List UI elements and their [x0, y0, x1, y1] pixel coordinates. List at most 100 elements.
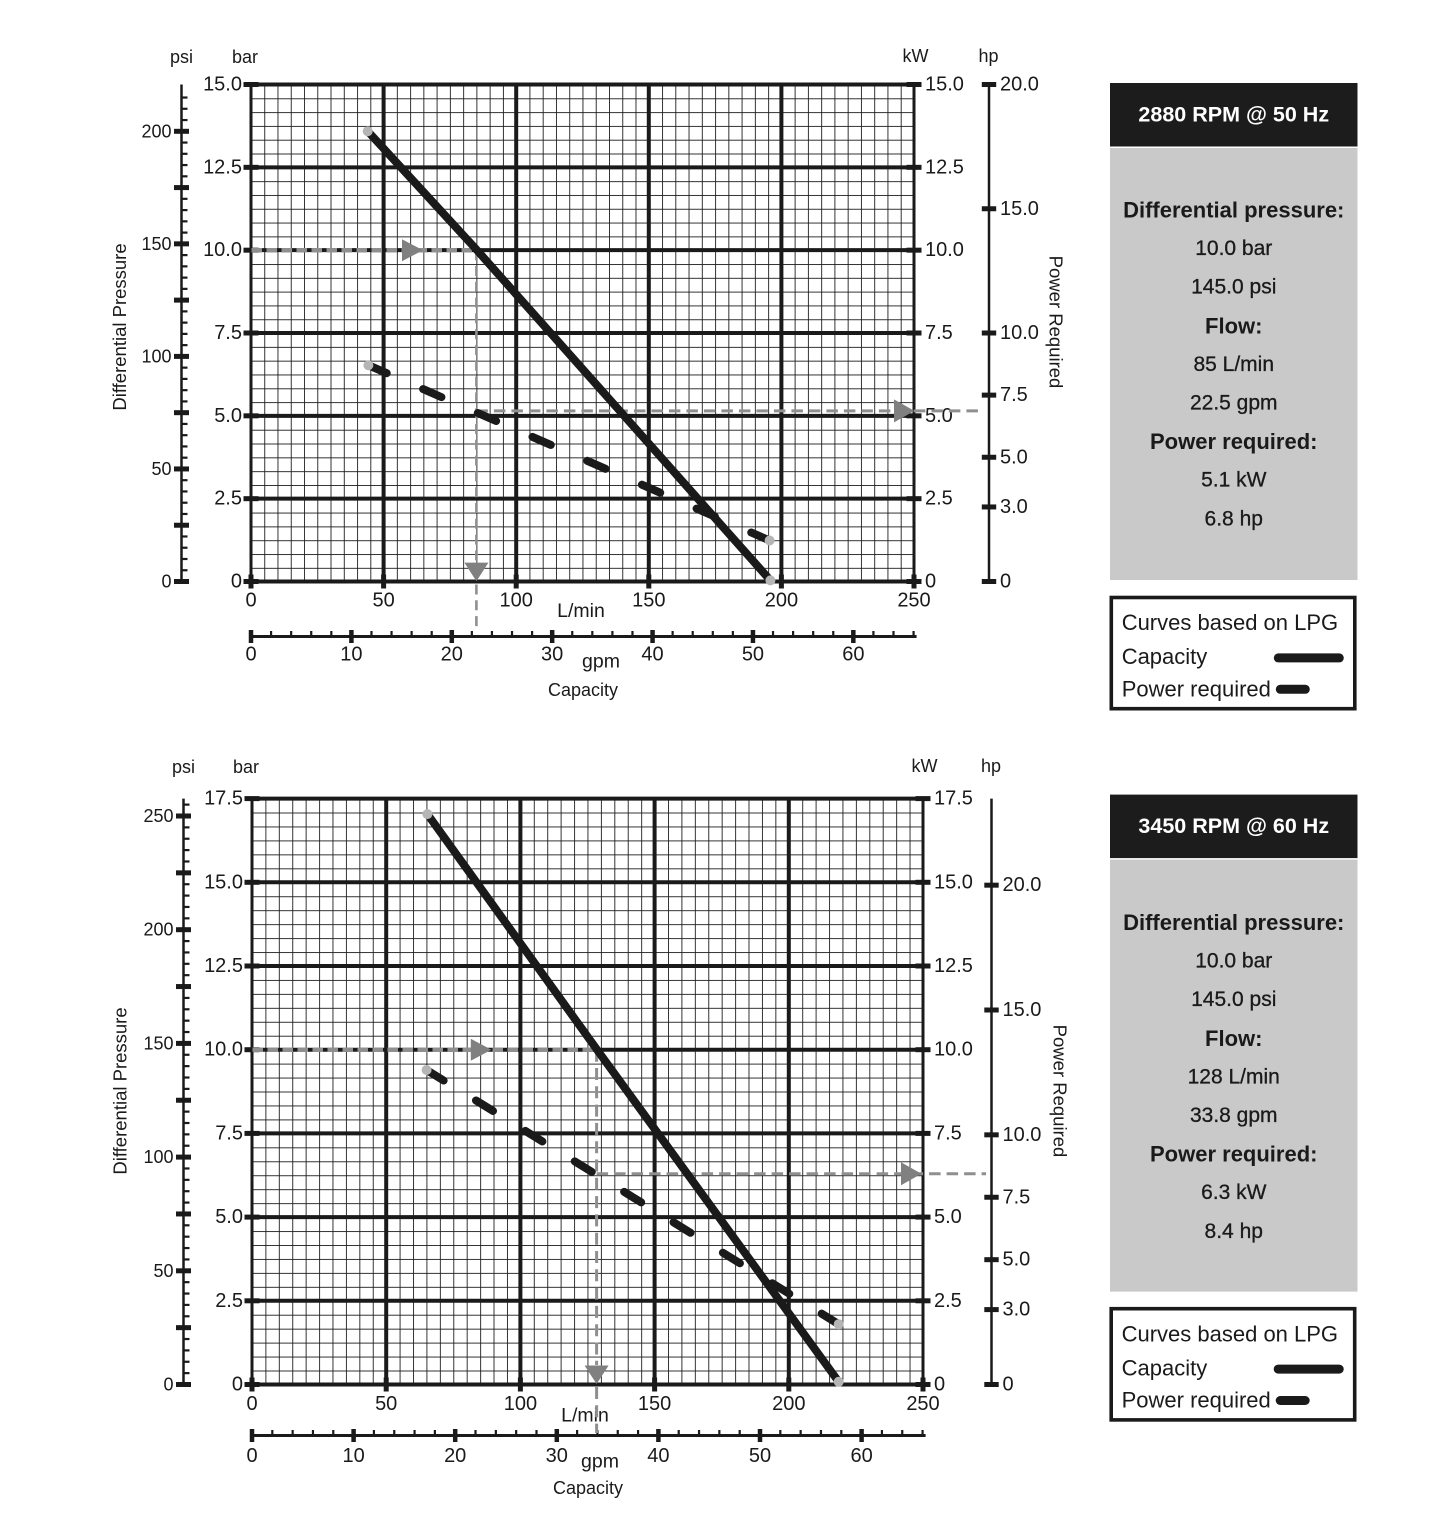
svg-text:0: 0 — [161, 572, 171, 592]
svg-text:0: 0 — [232, 1374, 243, 1396]
svg-text:5.0: 5.0 — [925, 405, 953, 427]
svg-text:10: 10 — [342, 1445, 364, 1467]
svg-text:12.5: 12.5 — [934, 955, 973, 977]
svg-text:kW: kW — [903, 46, 929, 66]
svg-text:8.4 hp: 8.4 hp — [1205, 1220, 1263, 1243]
svg-text:20: 20 — [441, 643, 463, 665]
svg-text:0: 0 — [246, 1445, 257, 1467]
svg-text:bar: bar — [232, 47, 258, 67]
svg-text:Capacity: Capacity — [548, 680, 618, 700]
svg-text:0: 0 — [246, 1393, 257, 1415]
svg-text:150: 150 — [632, 590, 665, 612]
svg-text:10.0: 10.0 — [934, 1039, 973, 1061]
svg-text:Flow:: Flow: — [1205, 313, 1262, 338]
svg-text:15.0: 15.0 — [204, 871, 243, 893]
svg-text:15.0: 15.0 — [1003, 999, 1042, 1021]
svg-text:3.0: 3.0 — [1003, 1299, 1031, 1321]
svg-text:17.5: 17.5 — [204, 788, 243, 810]
svg-text:15.0: 15.0 — [925, 74, 964, 96]
svg-text:40: 40 — [641, 643, 663, 665]
svg-text:Power required: Power required — [1122, 676, 1271, 701]
svg-text:15.0: 15.0 — [203, 74, 242, 96]
svg-text:Differential Pressure: Differential Pressure — [110, 1007, 131, 1174]
svg-text:12.5: 12.5 — [204, 955, 243, 977]
svg-text:20: 20 — [444, 1445, 466, 1467]
svg-text:250: 250 — [906, 1393, 939, 1415]
svg-text:2880 RPM @ 50 Hz: 2880 RPM @ 50 Hz — [1138, 103, 1329, 127]
svg-text:10.0: 10.0 — [1000, 322, 1039, 344]
svg-text:20.0: 20.0 — [1000, 74, 1039, 96]
svg-text:Flow:: Flow: — [1205, 1026, 1262, 1051]
svg-text:7.5: 7.5 — [215, 1122, 243, 1144]
svg-text:200: 200 — [765, 590, 798, 612]
svg-text:Power required:: Power required: — [1150, 1142, 1317, 1167]
svg-text:gpm: gpm — [581, 1451, 619, 1473]
svg-text:50: 50 — [151, 459, 171, 479]
svg-text:50: 50 — [742, 643, 764, 665]
svg-text:psi: psi — [172, 757, 195, 777]
svg-text:50: 50 — [749, 1445, 771, 1467]
svg-text:250: 250 — [143, 806, 173, 826]
svg-text:hp: hp — [981, 756, 1001, 776]
svg-text:100: 100 — [504, 1393, 537, 1415]
svg-text:145.0 psi: 145.0 psi — [1191, 276, 1276, 299]
svg-text:Differential pressure:: Differential pressure: — [1123, 910, 1344, 935]
svg-text:7.5: 7.5 — [1003, 1186, 1031, 1208]
svg-text:3450 RPM @ 60 Hz: 3450 RPM @ 60 Hz — [1138, 814, 1329, 838]
svg-text:Curves based on LPG: Curves based on LPG — [1122, 1321, 1338, 1346]
svg-text:30: 30 — [541, 643, 563, 665]
svg-text:15.0: 15.0 — [934, 871, 973, 893]
svg-text:150: 150 — [143, 1033, 173, 1053]
svg-text:145.0 psi: 145.0 psi — [1191, 988, 1276, 1011]
svg-text:6.8 hp: 6.8 hp — [1205, 507, 1263, 530]
svg-text:7.5: 7.5 — [214, 322, 242, 344]
svg-text:60: 60 — [842, 643, 864, 665]
svg-text:128 L/min: 128 L/min — [1188, 1065, 1280, 1088]
svg-text:250: 250 — [897, 590, 930, 612]
svg-text:200: 200 — [143, 920, 173, 940]
svg-text:5.0: 5.0 — [1000, 446, 1028, 468]
svg-text:5.0: 5.0 — [1003, 1249, 1031, 1271]
svg-text:0: 0 — [1003, 1374, 1014, 1396]
svg-text:L/min: L/min — [561, 1405, 609, 1427]
svg-text:150: 150 — [638, 1393, 671, 1415]
svg-text:kW: kW — [912, 756, 938, 776]
svg-text:hp: hp — [978, 46, 998, 66]
svg-text:6.3 kW: 6.3 kW — [1201, 1181, 1267, 1204]
svg-text:10.0 bar: 10.0 bar — [1195, 950, 1272, 973]
svg-text:5.1 kW: 5.1 kW — [1201, 469, 1267, 492]
svg-text:gpm: gpm — [582, 651, 620, 673]
svg-text:100: 100 — [500, 590, 533, 612]
svg-text:50: 50 — [153, 1261, 173, 1281]
svg-text:0: 0 — [1000, 571, 1011, 593]
svg-text:5.0: 5.0 — [934, 1206, 962, 1228]
svg-text:0: 0 — [245, 590, 256, 612]
svg-text:3.0: 3.0 — [1000, 496, 1028, 518]
svg-text:7.5: 7.5 — [925, 322, 953, 344]
svg-text:Differential Pressure: Differential Pressure — [109, 243, 130, 410]
svg-text:Power required: Power required — [1122, 1388, 1271, 1413]
svg-text:33.8 gpm: 33.8 gpm — [1190, 1104, 1278, 1127]
svg-text:bar: bar — [233, 757, 259, 777]
svg-text:10.0: 10.0 — [204, 1039, 243, 1061]
svg-text:50: 50 — [375, 1393, 397, 1415]
svg-text:10.0: 10.0 — [1003, 1124, 1042, 1146]
svg-text:Power Required: Power Required — [1050, 1025, 1071, 1158]
svg-text:0: 0 — [925, 571, 936, 593]
svg-text:12.5: 12.5 — [925, 156, 964, 178]
svg-text:Capacity: Capacity — [553, 1478, 623, 1498]
svg-text:Curves based on LPG: Curves based on LPG — [1122, 610, 1338, 635]
svg-text:0: 0 — [245, 643, 256, 665]
svg-text:2.5: 2.5 — [934, 1290, 962, 1312]
svg-text:200: 200 — [141, 121, 171, 141]
svg-text:0: 0 — [934, 1374, 945, 1396]
svg-text:0: 0 — [231, 571, 242, 593]
svg-text:2.5: 2.5 — [925, 488, 953, 510]
svg-text:17.5: 17.5 — [934, 788, 973, 810]
svg-text:60: 60 — [850, 1445, 872, 1467]
svg-text:100: 100 — [143, 1147, 173, 1167]
svg-text:L/min: L/min — [557, 600, 605, 622]
svg-text:Differential pressure:: Differential pressure: — [1123, 198, 1344, 223]
svg-text:7.5: 7.5 — [1000, 384, 1028, 406]
svg-text:7.5: 7.5 — [934, 1122, 962, 1144]
